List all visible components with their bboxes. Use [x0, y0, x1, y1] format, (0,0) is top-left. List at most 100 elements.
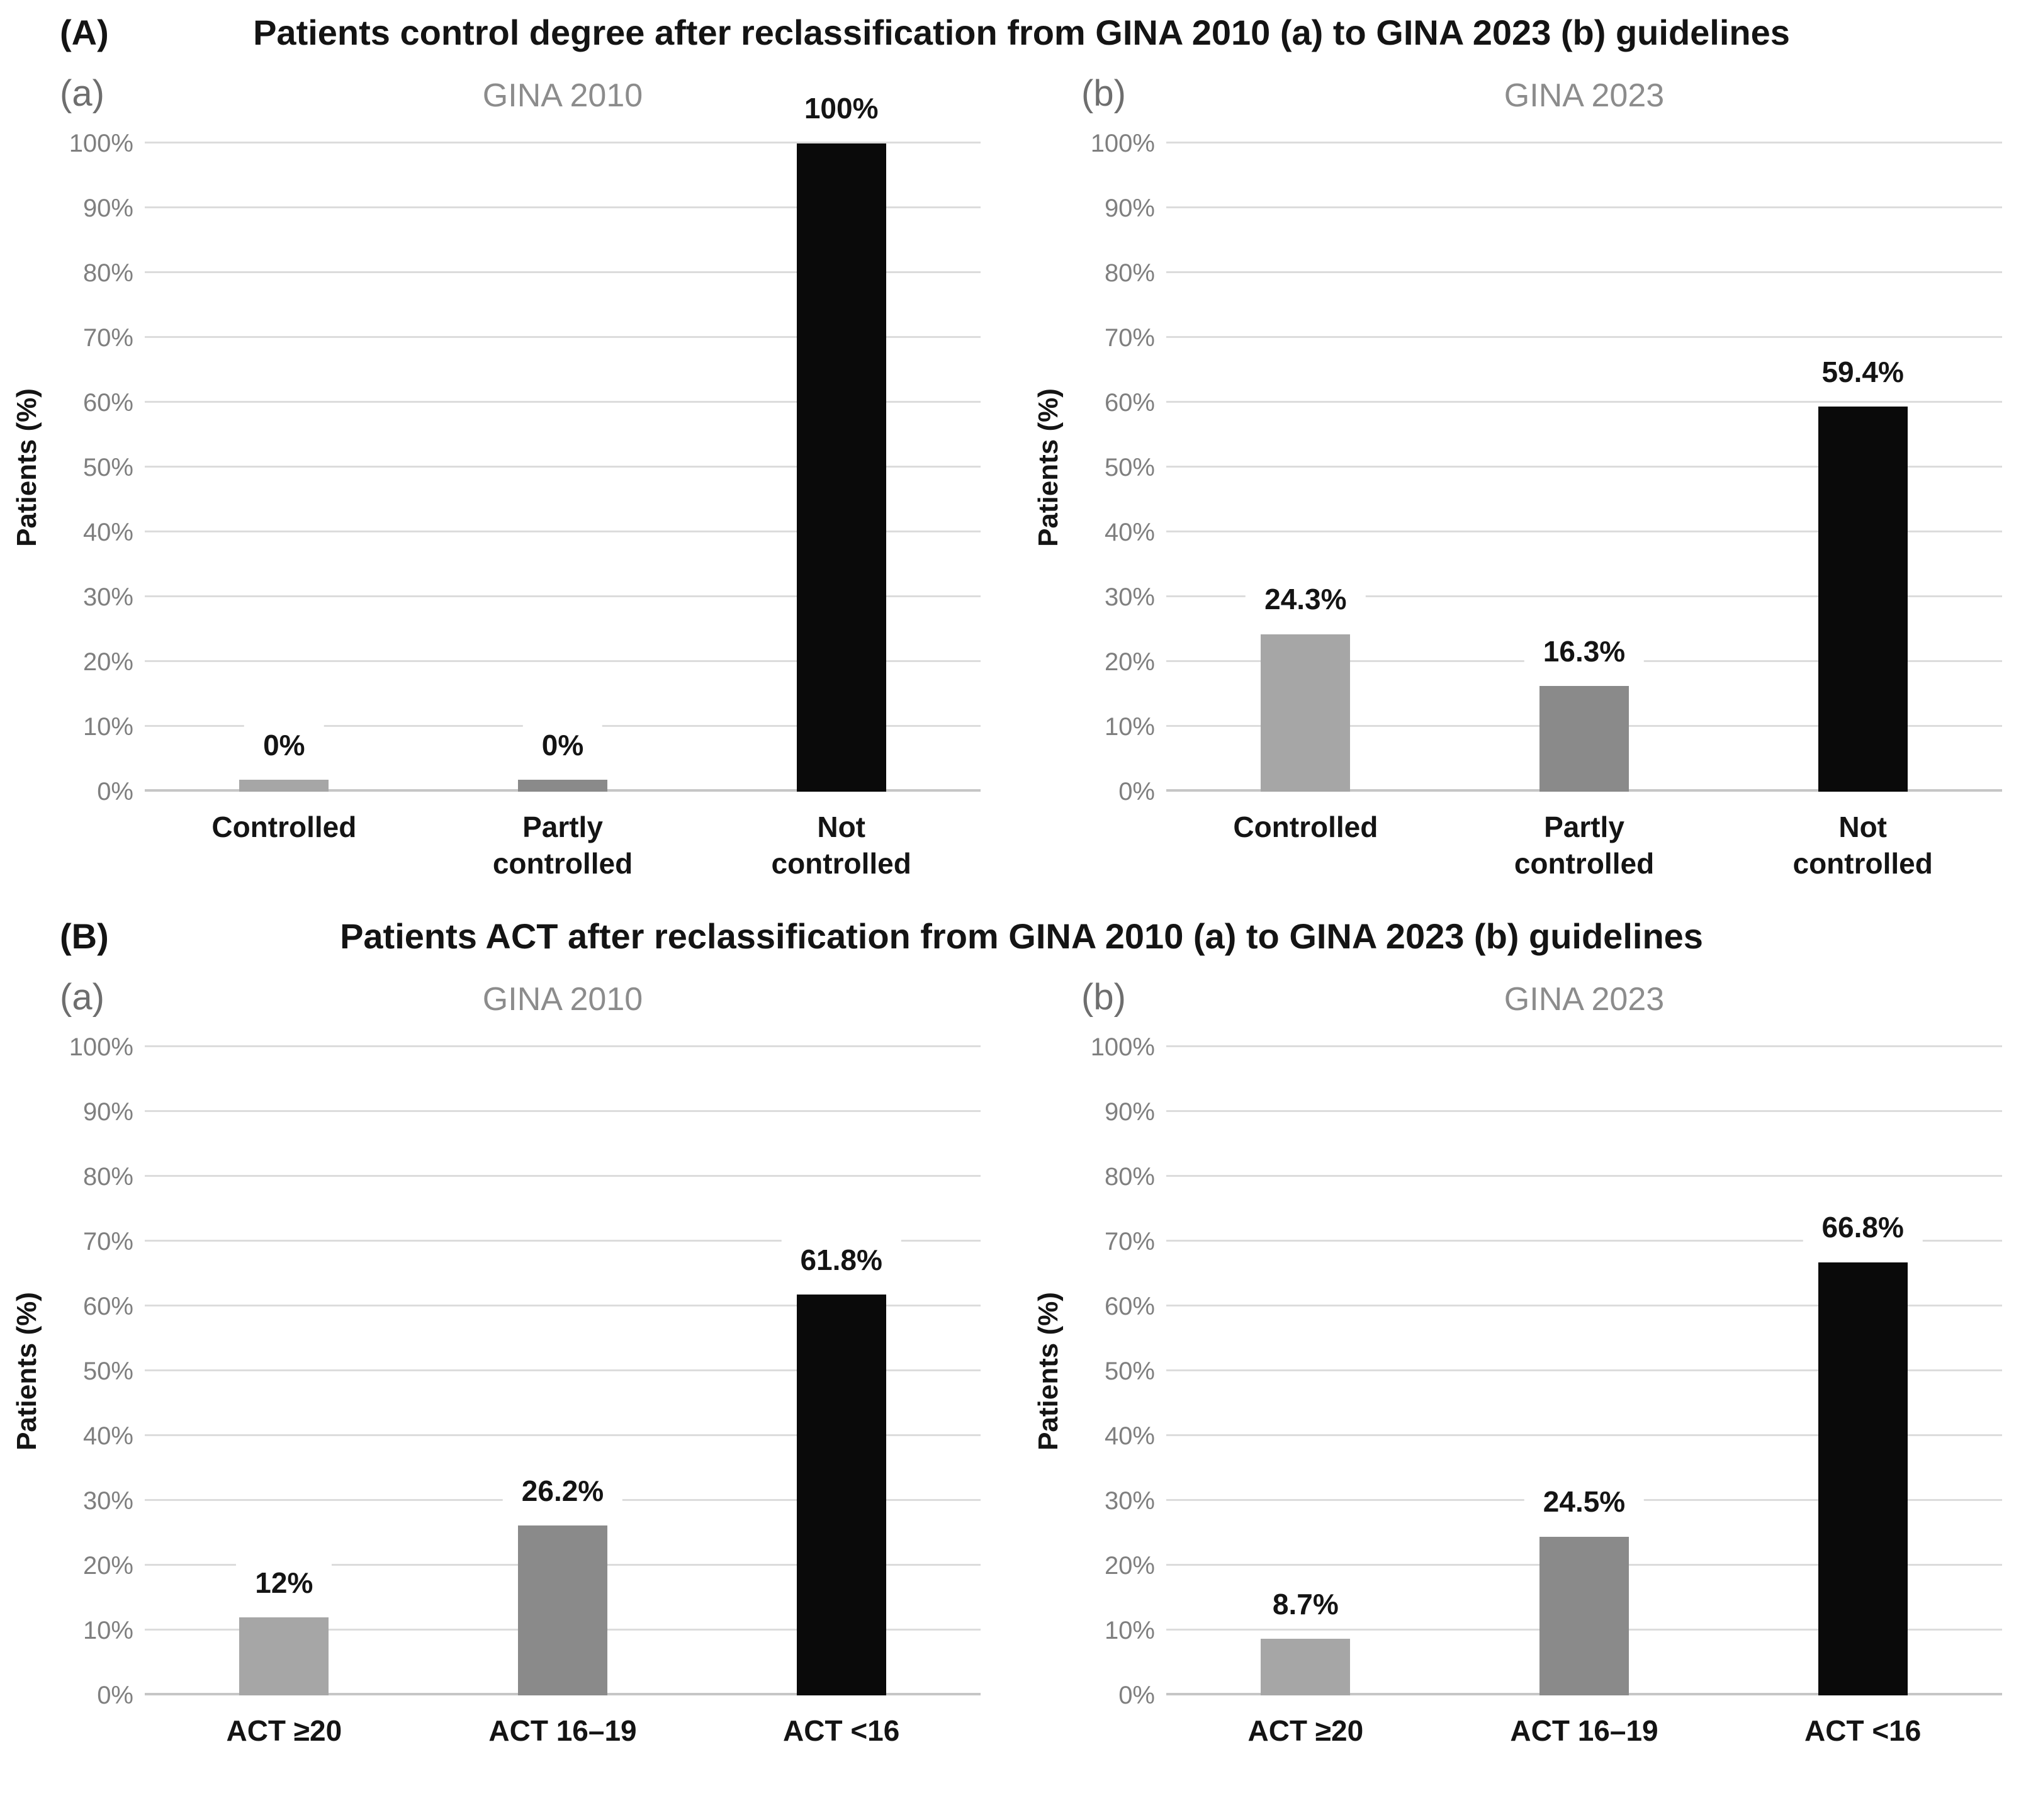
- y-tick-label: 30%: [82, 1487, 133, 1515]
- gridline: [145, 1305, 981, 1306]
- y-tick-label: 40%: [1104, 1422, 1155, 1450]
- chart-subtitle: GINA 2023: [1504, 77, 1665, 114]
- gridline: [1166, 401, 2002, 403]
- bar-slot: 26.2%: [424, 1047, 702, 1695]
- y-tick-label: 100%: [1090, 1033, 1155, 1061]
- y-tick-label: 30%: [1104, 1487, 1155, 1515]
- category-cell: Controlled: [1166, 809, 1445, 886]
- panel-title: Patients control degree after reclassifi…: [253, 13, 1790, 52]
- gridline: [145, 1369, 981, 1371]
- bar-value-label: 26.2%: [502, 1468, 623, 1514]
- y-tick-label: 20%: [1104, 648, 1155, 676]
- category-label: Not controlled: [1793, 811, 1933, 880]
- y-tick-label: 0%: [1118, 778, 1155, 806]
- y-axis-label: Patients (%): [1032, 388, 1064, 547]
- x-axis-categories: ACT ≥20 ACT 16–19 ACT <16: [1166, 1713, 2002, 1790]
- y-axis-ticks: 0% 10% 20% 30% 40% 50% 60% 70% 80% 90% 100%: [1075, 1035, 1166, 1708]
- gridline: [1166, 1369, 2002, 1371]
- gridline: [1166, 1240, 2002, 1242]
- gridline: [1166, 595, 2002, 597]
- category-cell: ACT ≥20: [145, 1713, 424, 1790]
- bar-value-label: 16.3%: [1524, 629, 1645, 674]
- category-cell: ACT 16–19: [1445, 1713, 1724, 1790]
- y-tick-label: 30%: [1104, 583, 1155, 611]
- category-label: ACT <16: [1804, 1714, 1922, 1747]
- y-axis-label-column: Patients (%): [0, 143, 53, 792]
- gridline: [145, 206, 981, 208]
- y-tick-label: 90%: [1104, 1098, 1155, 1126]
- bar: [1261, 1639, 1351, 1695]
- y-tick-label: 60%: [1104, 389, 1155, 417]
- chart-sub-letter: (a): [60, 73, 104, 114]
- y-axis-ticks: 0% 10% 20% 30% 40% 50% 60% 70% 80% 90% 100%: [1075, 131, 1166, 804]
- category-cell: Not controlled: [702, 809, 981, 886]
- y-tick-label: 70%: [82, 324, 133, 352]
- gridline: [1166, 531, 2002, 532]
- category-cell: Controlled: [145, 809, 424, 886]
- y-tick-label: 100%: [69, 1033, 133, 1061]
- chart-subheader: (b) GINA 2023: [1022, 69, 2043, 143]
- y-axis-label-column: Patients (%): [0, 1047, 53, 1695]
- chart-B-a: (a) GINA 2010 Patients (%) 0% 10% 20% 30% 40…: [0, 973, 1022, 1790]
- bar-slot: 12%: [145, 1047, 424, 1695]
- category-cell: ACT <16: [1723, 1713, 2002, 1790]
- y-tick-label: 10%: [1104, 713, 1155, 741]
- gridline: [145, 142, 981, 143]
- chart-A-b: (b) GINA 2023 Patients (%) 0% 10% 20% 30% 40…: [1022, 69, 2043, 886]
- y-tick-label: 20%: [82, 1552, 133, 1580]
- category-label: Partly controlled: [492, 811, 633, 880]
- x-axis-categories: Controlled Partly controlled Not controlle…: [1166, 809, 2002, 886]
- chart-sub-letter: (b): [1081, 73, 1126, 114]
- y-tick-label: 20%: [82, 648, 133, 676]
- y-axis-label: Patients (%): [11, 388, 42, 547]
- category-cell: Not controlled: [1723, 809, 2002, 886]
- panel-B-header: (B) Patients ACT after reclassification …: [0, 915, 2043, 973]
- bar-value-label: 24.5%: [1524, 1480, 1645, 1524]
- bar: [239, 780, 329, 792]
- gridline: [1166, 1305, 2002, 1306]
- chart-body: Patients (%) 0% 10% 20% 30% 40% 50% 60% 70% 80% 9…: [1022, 131, 2043, 804]
- bar-value-label: 61.8%: [781, 1237, 901, 1283]
- category-cell: Partly controlled: [424, 809, 702, 886]
- gridline: [1166, 466, 2002, 468]
- category-label: ACT <16: [783, 1714, 900, 1747]
- chart-B-b: (b) GINA 2023 Patients (%) 0% 10% 20% 30% 40…: [1022, 973, 2043, 1790]
- category-label: ACT ≥20: [1247, 1714, 1364, 1747]
- category-label: Not controlled: [771, 811, 911, 880]
- gridline: [1166, 1110, 2002, 1112]
- y-axis-label: Patients (%): [1032, 1292, 1064, 1451]
- bar-slot: 59.4%: [1723, 143, 2002, 792]
- y-tick-label: 80%: [1104, 259, 1155, 287]
- bars-layer: 12% 26.2% 61.8%: [145, 1047, 981, 1695]
- bar-value-label: 66.8%: [1803, 1205, 1923, 1250]
- bar-slot: 16.3%: [1445, 143, 1724, 792]
- y-tick-label: 0%: [97, 1682, 133, 1709]
- bars-layer: 24.3% 16.3% 59.4%: [1166, 143, 2002, 792]
- gridline: [145, 1240, 981, 1242]
- bar-value-label: 0%: [522, 722, 603, 768]
- y-tick-label: 50%: [82, 454, 133, 481]
- bar-value-label: 100%: [785, 86, 898, 131]
- y-axis-ticks: 0% 10% 20% 30% 40% 50% 60% 70% 80% 90% 100%: [53, 1035, 145, 1708]
- y-axis-label-column: Patients (%): [1022, 1047, 1075, 1695]
- panel-B: (B) Patients ACT after reclassification …: [0, 915, 2043, 1790]
- category-label: ACT ≥20: [226, 1714, 342, 1747]
- category-label: Controlled: [211, 811, 357, 843]
- chart-body: Patients (%) 0% 10% 20% 30% 40% 50% 60% 70% 80% 9…: [0, 1035, 1022, 1708]
- chart-sub-letter: (b): [1081, 977, 1126, 1018]
- y-tick-label: 50%: [82, 1357, 133, 1385]
- bar: [1818, 1262, 1908, 1695]
- chart-body: Patients (%) 0% 10% 20% 30% 40% 50% 60% 70% 80% 9…: [0, 86, 1022, 804]
- category-label: ACT 16–19: [488, 1714, 637, 1747]
- chart-subtitle: GINA 2010: [482, 77, 643, 114]
- x-axis-categories: Controlled Partly controlled Not controlle…: [145, 809, 981, 886]
- bar: [1818, 407, 1908, 792]
- y-tick-label: 80%: [82, 1163, 133, 1191]
- bar: [239, 1617, 329, 1695]
- bar-value-label: 59.4%: [1803, 349, 1923, 395]
- gridline: [145, 271, 981, 273]
- y-axis-ticks: 0% 10% 20% 30% 40% 50% 60% 70% 80% 90% 100%: [53, 131, 145, 804]
- y-tick-label: 10%: [82, 713, 133, 741]
- category-label: Controlled: [1233, 811, 1378, 843]
